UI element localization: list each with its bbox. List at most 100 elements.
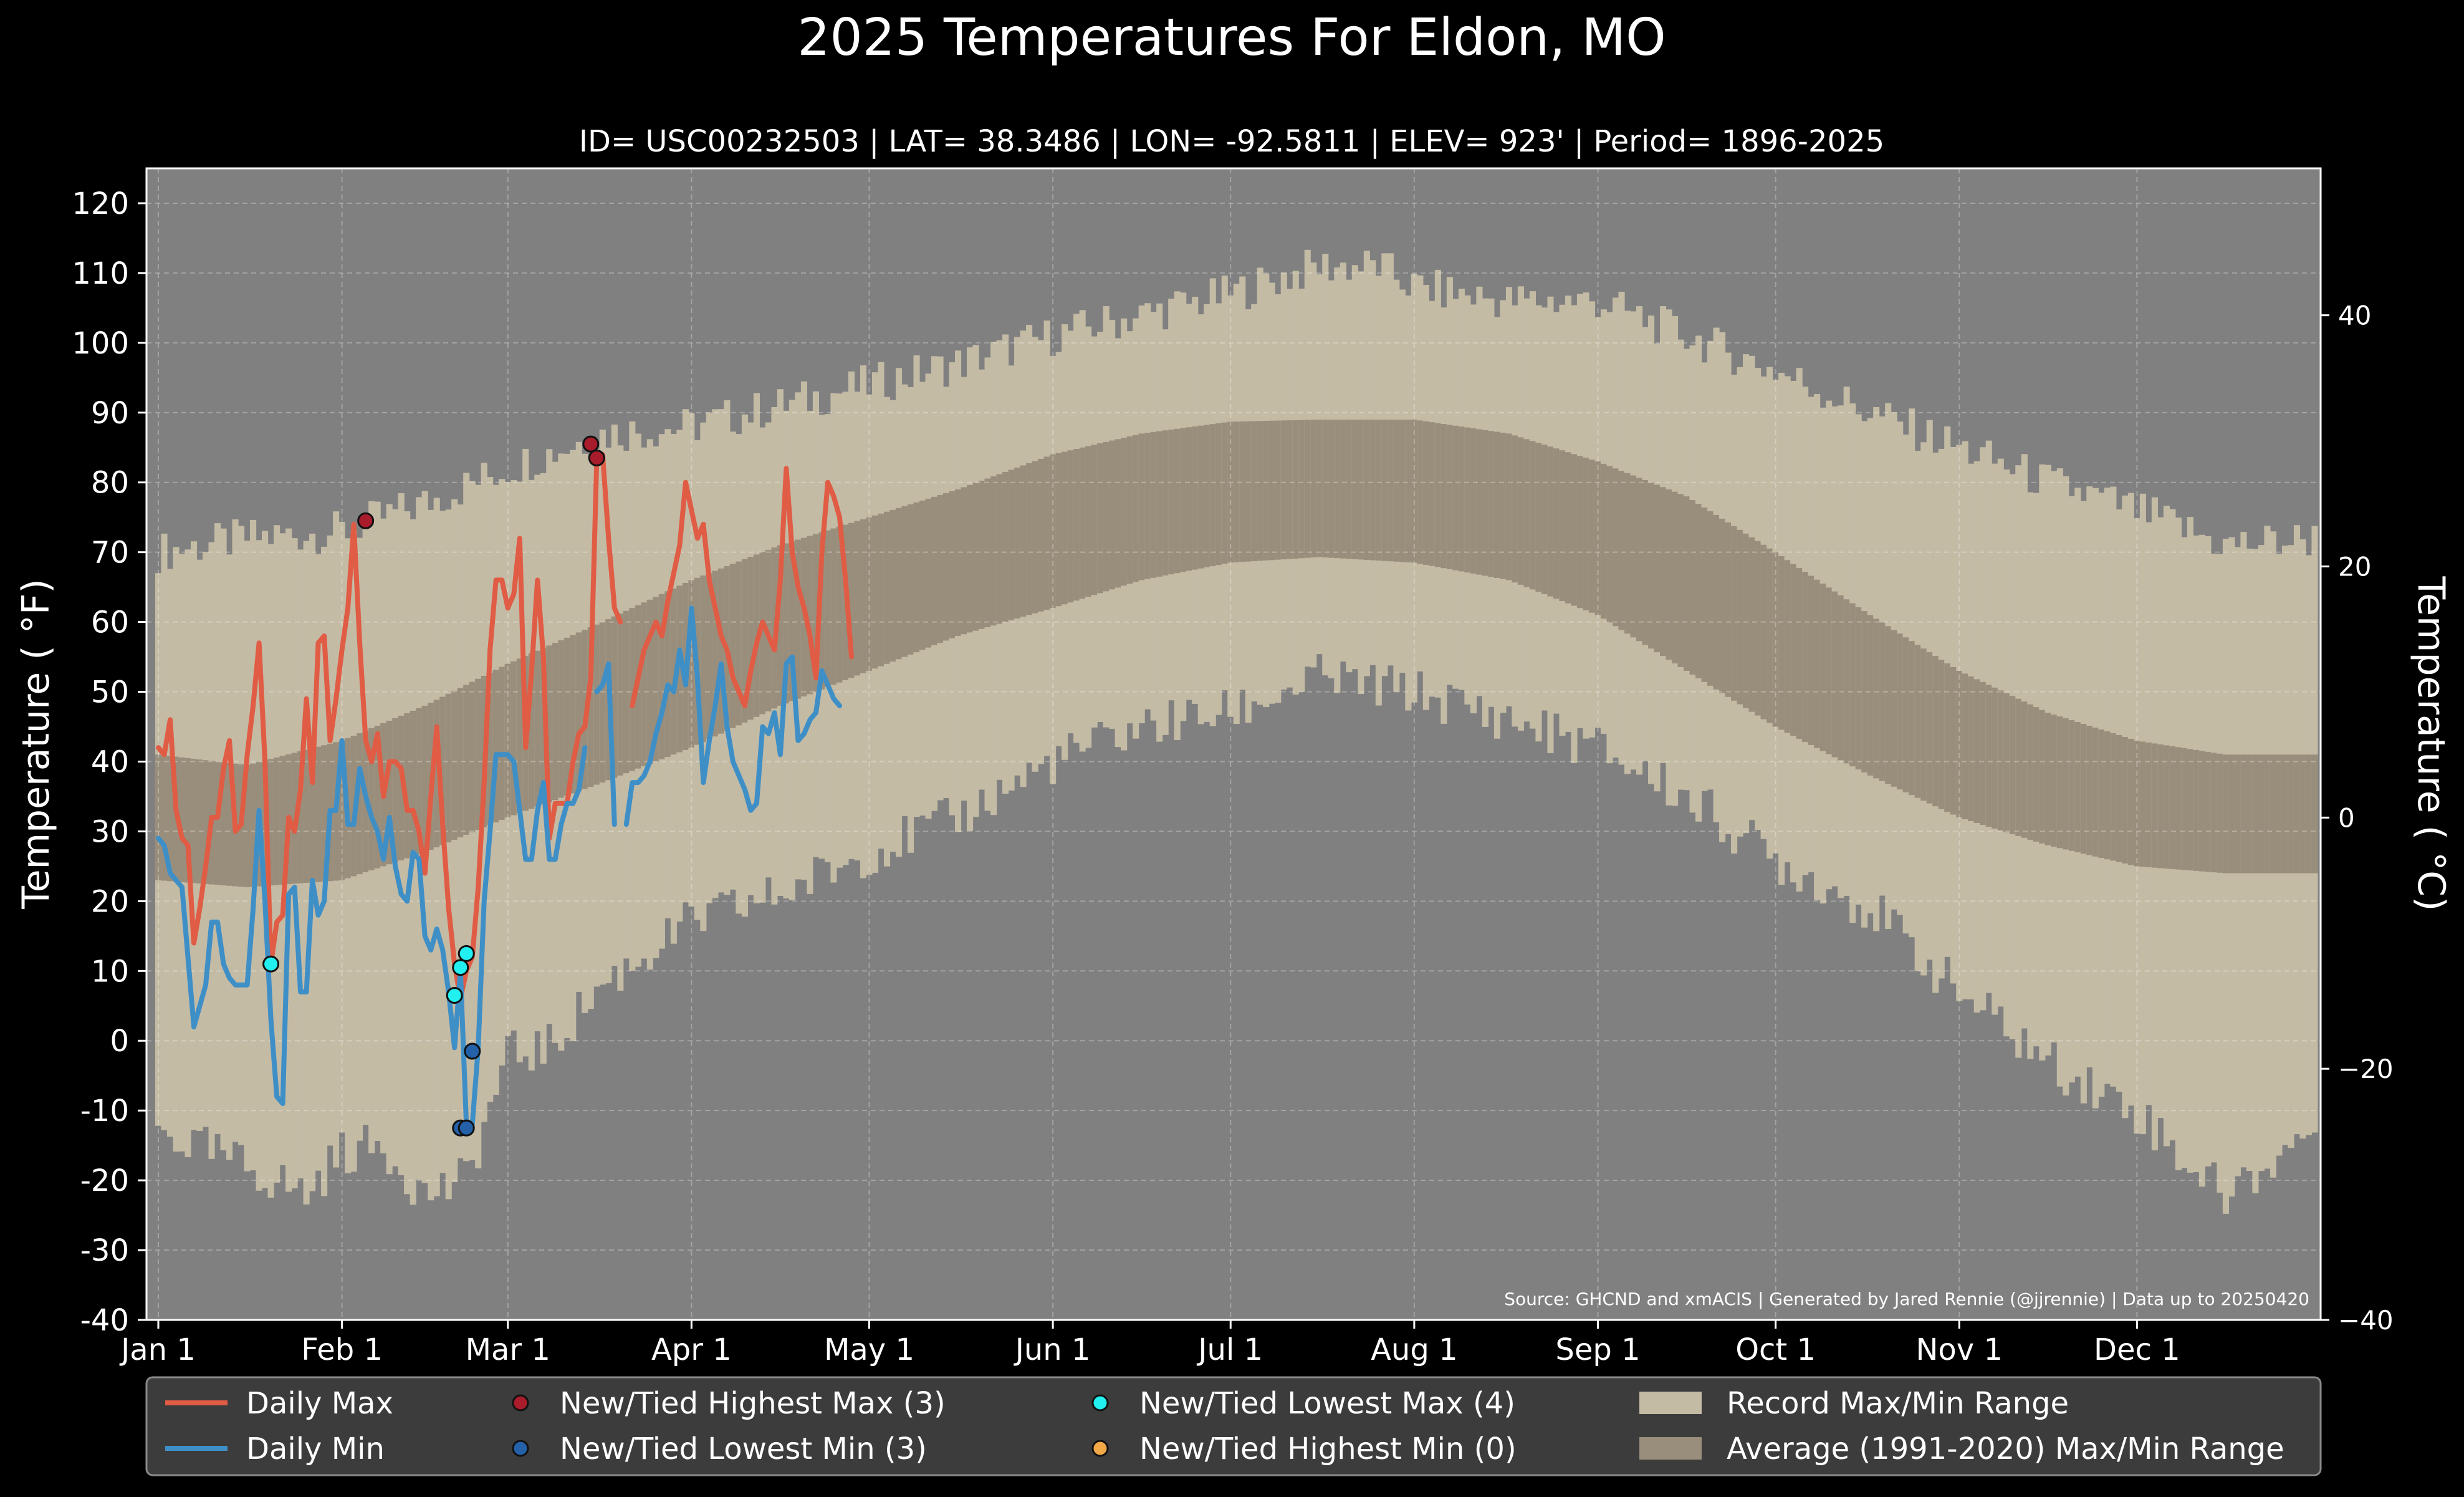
normal-range-bar	[1654, 484, 1661, 653]
normal-range-bar	[1292, 420, 1299, 559]
normal-range-bar	[226, 763, 233, 886]
normal-range-bar	[374, 725, 381, 869]
normal-range-bar	[1233, 421, 1240, 562]
normal-range-bar	[1944, 663, 1951, 812]
normal-range-bar	[2045, 713, 2051, 845]
y-tick-label: -10	[80, 1094, 129, 1129]
normal-range-bar	[1636, 478, 1643, 642]
normal-range-bar	[1784, 560, 1791, 733]
normal-range-bar	[688, 580, 695, 748]
normal-range-bar	[1227, 421, 1234, 563]
y-right-tick-label: −40	[2338, 1305, 2394, 1336]
normal-range-bar	[2163, 745, 2170, 869]
y-tick-label: 70	[91, 536, 129, 570]
normal-range-bar	[1280, 420, 1287, 560]
normal-range-bar	[676, 585, 683, 753]
legend: Daily Max Daily Min New/Tied Highest Max (…	[145, 1376, 2322, 1476]
normal-range-bar	[2281, 754, 2289, 874]
normal-range-bar	[1446, 425, 1453, 569]
normal-range-bar	[1387, 419, 1394, 562]
normal-range-bar	[1417, 420, 1424, 564]
normal-range-bar	[2276, 754, 2283, 874]
normal-range-bar	[1600, 463, 1608, 619]
normal-range-bar	[463, 685, 470, 835]
normal-range-bar	[972, 483, 979, 631]
normal-range-bar	[1553, 448, 1560, 599]
x-tick-label: Nov 1	[1916, 1332, 2003, 1367]
normal-range-bar	[1020, 465, 1027, 617]
normal-range-bar	[889, 509, 896, 662]
normal-range-bar	[1144, 433, 1151, 579]
normal-range-bar	[1902, 637, 1909, 792]
normal-range-bar	[1731, 526, 1738, 701]
normal-range-bar	[996, 474, 1003, 624]
normal-range-bar	[410, 710, 416, 857]
y-tick-label: 80	[91, 466, 129, 501]
normal-range-bar	[1938, 660, 1945, 809]
normal-range-bar	[178, 757, 186, 882]
normal-range-bar	[2240, 754, 2247, 874]
y-right-tick-label: 40	[2338, 301, 2371, 331]
normal-range-bar	[1973, 679, 1980, 823]
normal-range-bar	[1849, 603, 1856, 767]
normal-range-bar	[949, 491, 956, 638]
y-tick-label: 40	[91, 744, 129, 779]
normal-range-bar	[1026, 463, 1033, 615]
normal-range-bar	[155, 754, 162, 880]
record-marker	[458, 945, 475, 962]
normal-range-bar	[475, 678, 482, 830]
y-tick-label: -40	[80, 1303, 129, 1338]
normal-range-bar	[1588, 460, 1596, 613]
normal-range-bar	[1559, 450, 1566, 602]
normal-range-bar	[1458, 426, 1465, 572]
normal-range-bar	[1298, 420, 1305, 559]
normal-range-bar	[2110, 733, 2117, 861]
normal-range-bar	[1452, 425, 1459, 570]
normal-range-bar	[747, 557, 754, 720]
normal-range-bar	[214, 761, 221, 885]
normal-range-bar	[2205, 751, 2212, 872]
normal-range-bar	[1831, 591, 1838, 758]
normal-range-bar	[736, 561, 742, 726]
normal-range-bar	[1571, 454, 1578, 606]
normal-range-bar	[570, 635, 577, 794]
normal-range-bar	[2210, 753, 2217, 873]
normal-range-bar	[504, 663, 511, 818]
normal-range-bar	[1192, 426, 1199, 570]
normal-range-bar	[2104, 731, 2111, 860]
normal-range-bar	[528, 653, 535, 809]
daily-max-line	[156, 452, 623, 1002]
normal-range-bar	[1618, 471, 1625, 630]
normal-range-bar	[1429, 422, 1436, 566]
normal-range-bar	[1328, 419, 1335, 558]
normal-range-bar	[2068, 720, 2075, 851]
normal-range-bar	[2222, 754, 2229, 874]
normal-range-bar	[866, 517, 873, 671]
record-marker	[582, 435, 600, 453]
normal-range-bar	[1351, 419, 1358, 559]
normal-range-bar	[1523, 439, 1530, 587]
normal-range-bar	[2092, 728, 2099, 857]
chart-title: 2025 Temperatures For Eldon, MO	[797, 8, 1666, 67]
normal-range-bar	[1962, 673, 1968, 820]
normal-range-bar	[961, 487, 967, 635]
legend-swatch-patch	[1639, 1437, 1702, 1460]
normal-range-bar	[433, 700, 440, 848]
normal-range-bar	[2145, 742, 2152, 867]
x-tick-label: Feb 1	[301, 1332, 383, 1367]
normal-range-bar	[1215, 423, 1222, 566]
record-range-bar	[445, 509, 452, 1200]
normal-range-bar	[611, 616, 618, 778]
legend-label: Record Max/Min Range	[1727, 1386, 2069, 1421]
x-tick-label: May 1	[824, 1332, 914, 1367]
legend-swatch-dot	[1091, 1440, 1109, 1457]
normal-range-bar	[1659, 487, 1667, 657]
normal-range-bar	[404, 713, 411, 859]
normal-range-bar	[451, 690, 458, 840]
record-marker	[452, 959, 469, 976]
normal-range-bar	[2293, 754, 2301, 874]
normal-range-bar	[700, 575, 707, 743]
normal-range-bar	[1079, 447, 1086, 599]
normal-range-bar	[1275, 420, 1282, 560]
normal-range-bar	[658, 594, 665, 759]
